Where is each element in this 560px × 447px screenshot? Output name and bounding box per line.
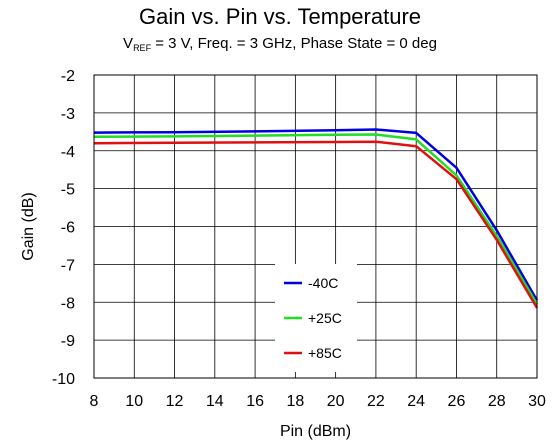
y-axis-title: Gain (dB) (20, 192, 37, 260)
subtitle-prefix: V (123, 35, 134, 52)
series-line-85c (93, 140, 539, 309)
chart-subtitle: VREF = 3 V, Freq. = 3 GHz, Phase State =… (0, 34, 560, 58)
y-tick-label: -10 (52, 371, 75, 388)
y-tick-label: -3 (61, 106, 75, 123)
legend-label: -40C (308, 275, 338, 291)
x-tick-label: 10 (125, 393, 143, 410)
y-tick-label: -8 (61, 295, 75, 312)
chart-title: Gain vs. Pin vs. Temperature (138, 4, 422, 29)
x-tick-label: 8 (90, 393, 99, 410)
x-tick-label: 24 (407, 393, 425, 410)
y-tick-label: -4 (61, 144, 75, 161)
tick-labels: 8 10 12 14 16 18 20 22 24 26 28 30 -2 -3 -4 -5 -6 -7 -8 -9 -… (52, 68, 546, 410)
series-line-25c (93, 133, 539, 305)
series-line-40c (93, 128, 539, 302)
legend-label: +85C (308, 345, 342, 361)
x-tick-label: 30 (528, 393, 546, 410)
y-tick-label: -9 (61, 333, 75, 350)
legend-label: +25C (308, 310, 342, 326)
x-tick-label: 18 (286, 393, 304, 410)
x-tick-label: 16 (246, 393, 264, 410)
x-tick-label: 20 (327, 393, 345, 410)
y-tick-label: -7 (61, 257, 75, 274)
x-tick-label: 14 (206, 393, 224, 410)
subtitle-rest: = 3 V, Freq. = 3 GHz, Phase State = 0 de… (151, 35, 437, 52)
legend: -40C +25C +85C (275, 264, 357, 372)
series-lines (93, 128, 539, 309)
y-tick-label: -5 (61, 182, 75, 199)
x-tick-label: 12 (166, 393, 184, 410)
subtitle-subscript: REF (133, 43, 152, 53)
x-axis-title: Pin (dBm) (280, 423, 351, 440)
x-tick-label: 28 (488, 393, 506, 410)
plot-frame (93, 74, 538, 379)
x-tick-label: 26 (448, 393, 466, 410)
x-tick-label: 22 (367, 393, 385, 410)
y-tick-label: -6 (61, 220, 75, 237)
y-tick-label: -2 (61, 68, 75, 85)
